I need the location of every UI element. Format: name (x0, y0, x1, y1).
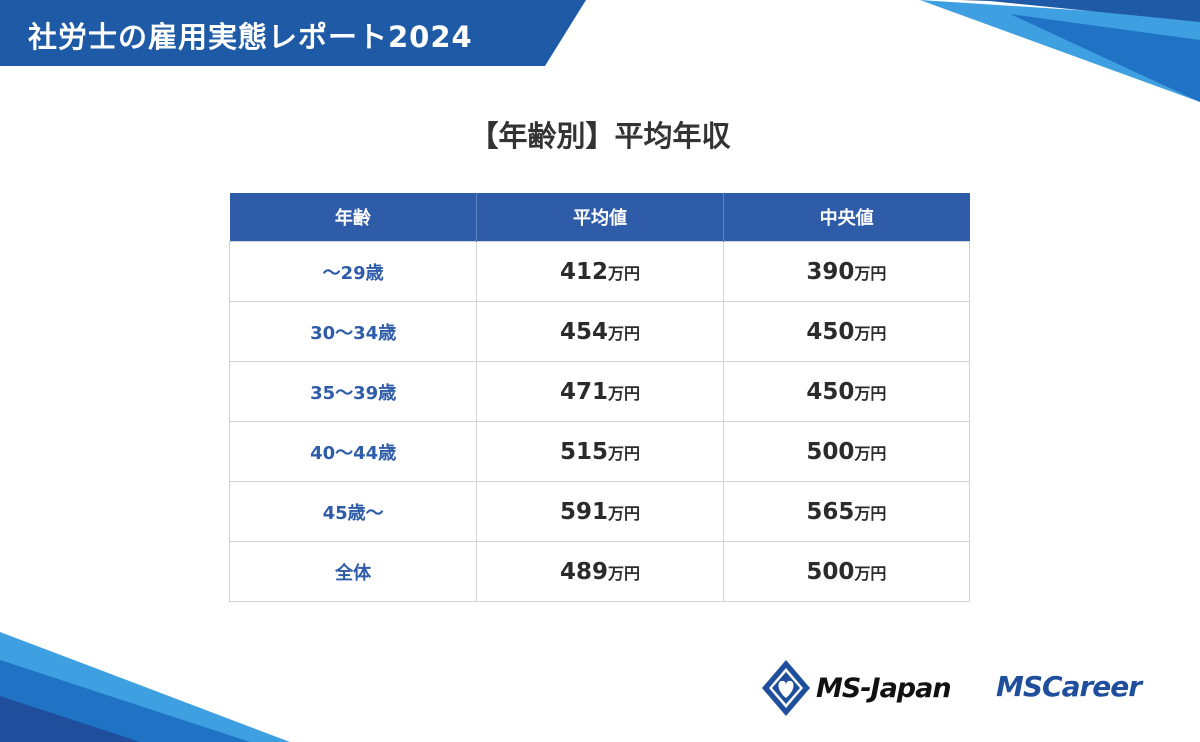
median-cell: 500万円 (722, 421, 971, 482)
age-cell: ～29歳 (228, 241, 478, 302)
average-cell: 591万円 (476, 481, 724, 542)
average-cell: 412万円 (476, 241, 724, 302)
average-value: 471 (559, 378, 608, 405)
report-title: 社労士の雇用実態レポート2024 (28, 20, 473, 54)
average-value: 515 (559, 438, 608, 465)
median-cell: 390万円 (722, 241, 971, 302)
average-cell: 471万円 (476, 361, 724, 422)
unit-label: 万円 (854, 383, 887, 403)
table-header-row: 年齢 平均値 中央値 (229, 193, 970, 242)
table-row: 30～34歳 454万円 450万円 (228, 301, 971, 362)
unit-label: 万円 (607, 323, 640, 343)
header-median: 中央値 (722, 193, 970, 242)
bottom-left-stripes-decoration (0, 632, 290, 742)
unit-label: 万円 (607, 263, 640, 283)
average-cell: 489万円 (476, 541, 724, 602)
header-age: 年齢 (229, 193, 477, 242)
unit-label: 万円 (854, 323, 887, 343)
unit-label: 万円 (854, 503, 887, 523)
unit-label: 万円 (607, 503, 640, 523)
median-cell: 450万円 (722, 301, 971, 362)
average-value: 489 (559, 558, 608, 585)
header-average: 平均値 (476, 193, 724, 242)
average-cell: 515万円 (476, 421, 724, 482)
ms-japan-logo: MS-Japan (760, 658, 952, 718)
median-value: 500 (806, 558, 855, 585)
unit-label: 万円 (854, 443, 887, 463)
unit-label: 万円 (607, 563, 640, 583)
average-cell: 454万円 (476, 301, 724, 362)
table-row: 40～44歳 515万円 500万円 (228, 421, 971, 482)
median-cell: 450万円 (722, 361, 971, 422)
age-cell: 全体 (228, 541, 478, 602)
table-row: ～29歳 412万円 390万円 (228, 241, 971, 302)
header-banner (0, 0, 586, 66)
age-cell: 35～39歳 (228, 361, 478, 422)
median-cell: 565万円 (722, 481, 971, 542)
median-value: 450 (806, 318, 855, 345)
average-value: 412 (559, 258, 608, 285)
median-cell: 500万円 (722, 541, 971, 602)
average-value: 591 (559, 498, 608, 525)
top-right-stripes-decoration (920, 0, 1200, 102)
median-value: 500 (806, 438, 855, 465)
salary-table: 年齢 平均値 中央値 ～29歳 412万円 390万円 30～34歳 454万円… (228, 193, 971, 602)
median-value: 565 (806, 498, 855, 525)
chart-title: 【年齢別】平均年収 (469, 119, 731, 153)
age-cell: 30～34歳 (228, 301, 478, 362)
table-row: 45歳～ 591万円 565万円 (228, 481, 971, 542)
unit-label: 万円 (607, 443, 640, 463)
ms-japan-logo-text: MS-Japan (816, 672, 952, 704)
table-row: 35～39歳 471万円 450万円 (228, 361, 971, 422)
age-cell: 40～44歳 (228, 421, 478, 482)
age-cell: 45歳～ (228, 481, 478, 542)
unit-label: 万円 (854, 263, 887, 283)
average-value: 454 (559, 318, 608, 345)
unit-label: 万円 (854, 563, 887, 583)
table-row: 全体 489万円 500万円 (228, 541, 971, 602)
median-value: 390 (806, 258, 855, 285)
ms-career-logo: MSCareer (996, 670, 1142, 703)
diamond-heart-icon (762, 660, 810, 716)
median-value: 450 (806, 378, 855, 405)
unit-label: 万円 (607, 383, 640, 403)
